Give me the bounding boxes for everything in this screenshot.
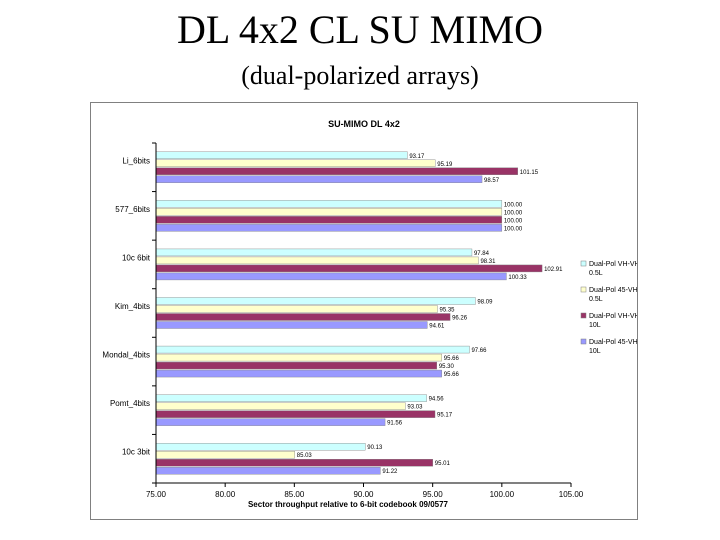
bar <box>156 168 518 175</box>
data-label: 95.17 <box>437 413 453 419</box>
data-label: 98.57 <box>484 178 500 184</box>
data-label: 85.03 <box>297 453 313 459</box>
chart-title: SU-MIMO DL 4x2 <box>328 119 400 129</box>
data-label: 91.22 <box>382 469 398 475</box>
data-label: 95.30 <box>439 364 455 370</box>
data-label: 96.26 <box>452 316 468 322</box>
data-label: 100.33 <box>508 275 527 281</box>
bar <box>156 467 380 474</box>
data-label: 93.03 <box>407 405 423 411</box>
data-label: 101.15 <box>520 170 539 176</box>
data-label: 94.61 <box>429 324 445 330</box>
bar <box>156 216 502 223</box>
x-tick-label: 105.00 <box>559 490 584 499</box>
data-label: 102.91 <box>544 267 563 273</box>
x-tick-label: 95.00 <box>423 490 444 499</box>
data-label: 100.00 <box>504 218 523 224</box>
x-tick-label: 90.00 <box>353 490 374 499</box>
data-label: 94.56 <box>429 397 445 403</box>
bar <box>156 298 475 305</box>
data-label: 93.17 <box>409 154 425 160</box>
data-label: 100.00 <box>504 202 523 208</box>
x-tick-label: 80.00 <box>215 490 236 499</box>
bar <box>156 249 472 256</box>
data-label: 95.19 <box>437 162 453 168</box>
bar <box>156 306 438 313</box>
legend-label: Dual-Pol 45-VH 10L <box>589 339 637 355</box>
chart-frame: SU-MIMO DL 4x2 93.17 95.19 101.15 98.57 100.… <box>90 102 638 520</box>
bar <box>156 346 469 353</box>
data-label: 95.66 <box>444 372 460 378</box>
bar <box>156 200 502 207</box>
bar <box>156 314 450 321</box>
bar <box>156 370 442 377</box>
data-label: 91.56 <box>387 421 403 427</box>
legend-label: Dual-Pol VH-VH 0.5L <box>589 261 637 277</box>
bar <box>156 208 502 215</box>
x-tick-label: 85.00 <box>284 490 305 499</box>
x-tick-label: 75.00 <box>146 490 167 499</box>
data-label: 95.01 <box>435 461 451 467</box>
bar <box>156 354 442 361</box>
bar <box>156 395 427 402</box>
x-tick-label: 100.00 <box>490 490 515 499</box>
data-label: 100.00 <box>504 210 523 216</box>
category-label: Pomt_4bits <box>110 399 150 408</box>
data-label: 97.66 <box>471 348 487 354</box>
bar <box>156 443 365 450</box>
bar <box>156 273 506 280</box>
bar <box>156 176 482 183</box>
legend-swatch <box>581 287 586 292</box>
slide-title: DL 4x2 CL SU MIMO <box>0 8 720 52</box>
bar <box>156 419 385 426</box>
data-label: 95.35 <box>440 308 456 314</box>
legend-label: Dual-Pol VH-VH 10L <box>589 313 637 329</box>
data-label: 97.84 <box>474 251 490 257</box>
bar-chart: SU-MIMO DL 4x2 93.17 95.19 101.15 98.57 100.… <box>91 103 637 519</box>
bar <box>156 451 295 458</box>
bar <box>156 459 433 466</box>
bar <box>156 257 478 264</box>
category-label: 10c 3bit <box>122 448 151 457</box>
legend-swatch <box>581 261 586 266</box>
legend-swatch <box>581 339 586 344</box>
bar <box>156 362 437 369</box>
legend-label: Dual-Pol 45-VH 0.5L <box>589 287 637 303</box>
category-label: Li_6bits <box>122 156 150 165</box>
data-label: 90.13 <box>367 445 383 451</box>
data-label: 98.31 <box>480 259 496 265</box>
data-label: 100.00 <box>504 226 523 232</box>
bar <box>156 224 502 231</box>
bar <box>156 403 405 410</box>
data-label: 98.09 <box>477 300 493 306</box>
category-label: Kim_4bits <box>115 302 150 311</box>
slide-subtitle: (dual-polarized arrays) <box>0 62 720 91</box>
bar <box>156 411 435 418</box>
category-label: Mondal_4bits <box>102 351 150 360</box>
x-axis-title: Sector throughput relative to 6-bit code… <box>248 500 449 509</box>
bar <box>156 265 542 272</box>
bar <box>156 160 435 167</box>
bar <box>156 322 427 329</box>
data-label: 95.66 <box>444 356 460 362</box>
bar <box>156 152 407 159</box>
category-label: 10c 6bit <box>122 253 151 262</box>
legend-swatch <box>581 313 586 318</box>
category-label: 577_6bits <box>115 205 150 214</box>
